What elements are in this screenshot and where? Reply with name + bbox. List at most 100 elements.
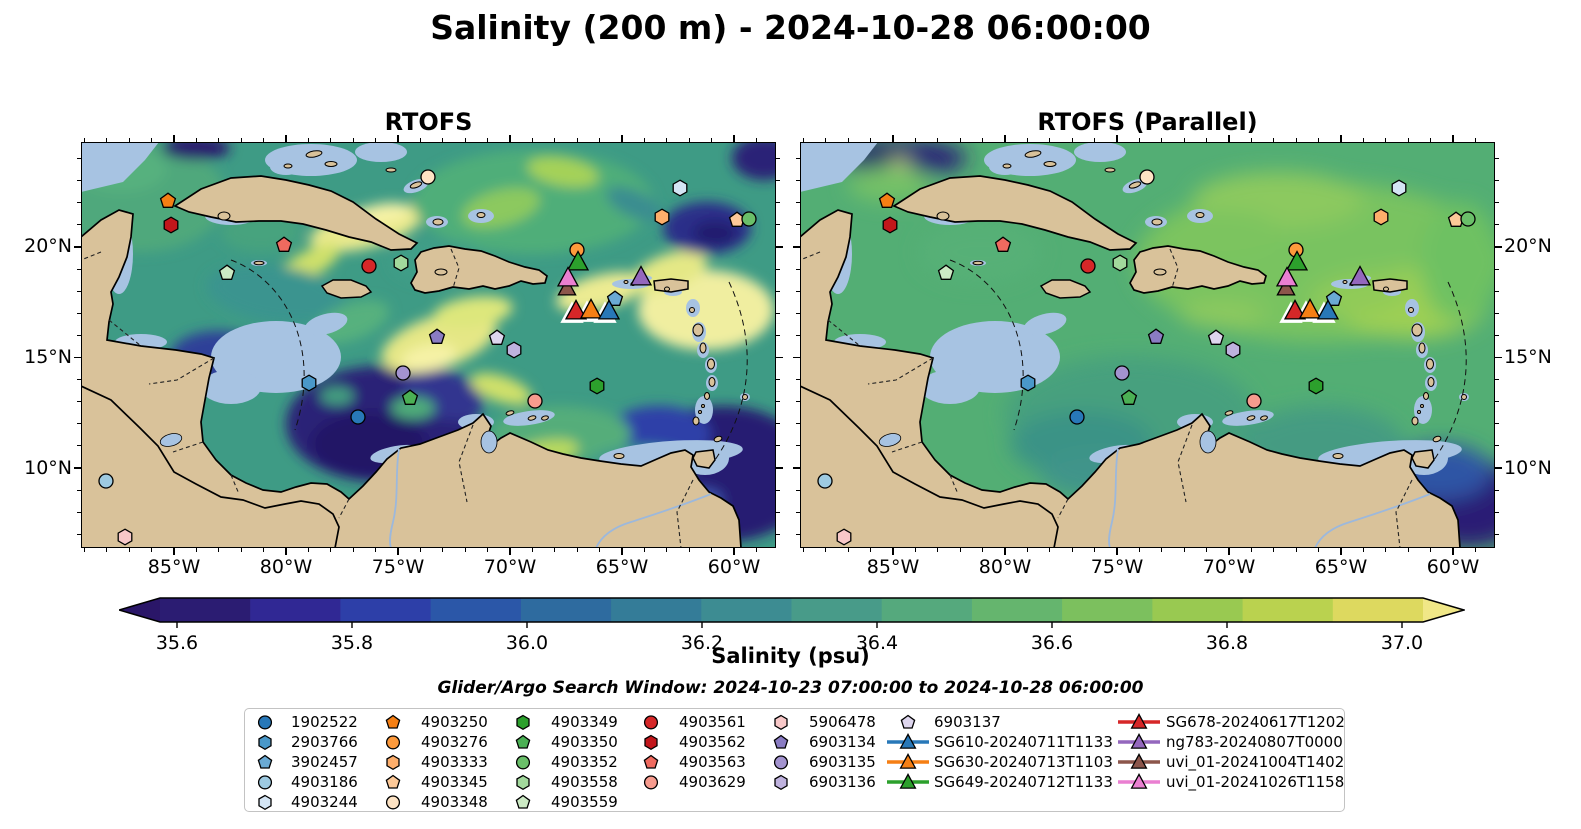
axis-tick	[1407, 548, 1409, 552]
axis-tick	[218, 548, 220, 552]
legend-label: 1902522	[291, 713, 358, 731]
axis-tick	[776, 356, 783, 359]
float-legend-marker	[774, 774, 788, 791]
axis-tick	[442, 138, 444, 142]
station-marker	[878, 192, 896, 208]
axis-tick	[776, 180, 780, 182]
station-marker	[629, 265, 653, 286]
station-marker	[774, 774, 788, 791]
station-marker	[386, 754, 400, 771]
map-canvas	[800, 142, 1495, 548]
island-puerto-rico	[1372, 278, 1408, 293]
station-marker	[1285, 250, 1309, 271]
axis-tick	[776, 379, 780, 381]
axis-tick	[776, 401, 780, 403]
axis-tick	[1474, 548, 1476, 552]
x-tick-label: 85°W	[866, 556, 920, 578]
axis-tick	[796, 445, 800, 447]
lake-nicaragua	[159, 433, 183, 447]
station-marker	[1373, 208, 1389, 226]
station-marker	[1391, 179, 1407, 197]
axis-tick	[1495, 202, 1499, 204]
station-marker	[643, 775, 659, 790]
axis-tick	[711, 548, 713, 552]
station-marker	[1114, 365, 1130, 381]
axis-tick	[83, 138, 85, 142]
legend-label: 4903350	[551, 733, 618, 751]
legend-entry: 4903629	[245, 772, 1344, 792]
axis-tick	[375, 138, 377, 142]
station-marker	[597, 299, 621, 320]
glider-legend-marker	[887, 773, 929, 789]
axis-tick	[1049, 138, 1051, 142]
axis-tick	[1273, 138, 1275, 142]
station-marker	[385, 714, 401, 729]
axis-tick	[776, 268, 780, 270]
axis-tick	[83, 548, 85, 552]
station-marker	[1147, 328, 1165, 344]
axis-tick	[643, 138, 645, 142]
station-marker	[1325, 290, 1343, 306]
axis-tick	[1495, 246, 1502, 248]
station-marker	[516, 714, 530, 731]
legend-entry: 5906478	[245, 712, 1344, 732]
axis-tick	[74, 467, 81, 469]
legend-label: 4903563	[679, 753, 746, 771]
x-tick-label: 70°W	[483, 556, 537, 578]
axis-tick	[77, 158, 81, 160]
legend-entry: 1902522	[245, 712, 1344, 732]
axis-tick	[1495, 533, 1499, 535]
station-marker	[589, 377, 605, 395]
axis-tick	[1495, 489, 1499, 491]
station-marker	[1207, 329, 1225, 345]
legend-entry: 4903186	[245, 772, 1344, 792]
station-marker	[257, 715, 273, 730]
station-marker	[1283, 299, 1307, 320]
island-jamaica	[1039, 279, 1092, 299]
axis-tick	[554, 548, 556, 552]
station-marker	[1120, 389, 1138, 405]
float-legend-marker	[644, 734, 658, 751]
axis-tick	[1474, 138, 1476, 142]
legend-label: 6903134	[809, 733, 876, 751]
axis-tick	[173, 548, 175, 555]
legend-label: 4903276	[421, 733, 488, 751]
float-legend-marker	[774, 714, 788, 731]
axis-tick	[195, 548, 197, 552]
axis-tick	[1004, 548, 1006, 555]
float-legend-marker	[258, 794, 272, 811]
axis-tick	[419, 548, 421, 552]
legend: 1902522 2903766 3902457 4903186 4903244 49032…	[244, 708, 1345, 812]
legend-label: 4903186	[291, 773, 358, 791]
landmass	[81, 150, 748, 548]
axis-tick	[776, 467, 783, 469]
axis-tick	[77, 180, 81, 182]
station-marker	[258, 794, 272, 811]
legend-entry: 4903561	[245, 712, 1344, 732]
axis-tick	[1094, 138, 1096, 142]
axis-tick	[1183, 138, 1185, 142]
colorbar-label: Salinity (psu)	[711, 644, 870, 668]
axis-tick	[531, 138, 533, 142]
legend-entry: 6903137	[245, 712, 1344, 732]
colorbar-tick-label: 36.8	[1205, 632, 1249, 654]
axis-tick	[397, 548, 399, 555]
legend-entry: 3902457	[245, 752, 1344, 772]
axis-tick	[1495, 445, 1499, 447]
axis-tick	[796, 158, 800, 160]
axis-tick	[1430, 548, 1432, 552]
station-marker	[98, 473, 114, 489]
axis-tick	[847, 548, 849, 552]
station-marker	[393, 254, 409, 272]
axis-tick	[128, 138, 130, 142]
axis-tick	[755, 548, 757, 552]
axis-tick	[796, 180, 800, 182]
legend-entry: SG678-20240617T1202	[245, 712, 1345, 732]
x-tick-label: 75°W	[371, 556, 425, 578]
station-marker	[644, 734, 658, 751]
axis-tick	[1206, 138, 1208, 142]
station-marker	[1316, 299, 1340, 320]
axis-tick	[796, 489, 800, 491]
legend-entry: 4903250	[245, 712, 1344, 732]
legend-label: 4903349	[551, 713, 618, 731]
